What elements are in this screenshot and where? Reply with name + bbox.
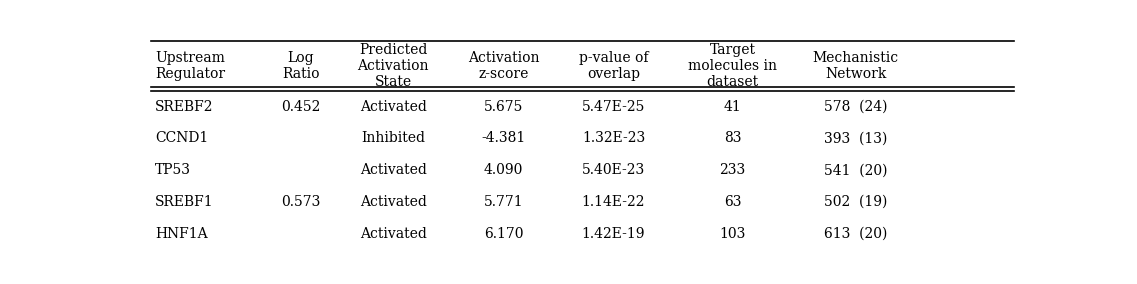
Text: 5.40E-23: 5.40E-23 [582, 163, 645, 177]
Text: 502  (19): 502 (19) [824, 195, 888, 209]
Text: Log
Ratio: Log Ratio [282, 51, 319, 81]
Text: TP53: TP53 [156, 163, 191, 177]
Text: Predicted
Activation
State: Predicted Activation State [357, 43, 429, 89]
Text: 578  (24): 578 (24) [824, 100, 888, 114]
Text: CCND1: CCND1 [156, 131, 208, 145]
Text: p-value of
overlap: p-value of overlap [579, 51, 648, 81]
Text: Activated: Activated [359, 227, 426, 241]
Text: 1.14E-22: 1.14E-22 [582, 195, 646, 209]
Text: Target
molecules in
dataset: Target molecules in dataset [688, 43, 777, 89]
Text: Upstream
Regulator: Upstream Regulator [156, 51, 225, 81]
Text: 1.42E-19: 1.42E-19 [582, 227, 646, 241]
Text: Activated: Activated [359, 163, 426, 177]
Text: SREBF1: SREBF1 [156, 195, 214, 209]
Text: SREBF2: SREBF2 [156, 100, 214, 114]
Text: 541  (20): 541 (20) [824, 163, 888, 177]
Text: Inhibited: Inhibited [362, 131, 425, 145]
Text: 0.452: 0.452 [281, 100, 321, 114]
Text: 613  (20): 613 (20) [824, 227, 888, 241]
Text: Mechanistic
Network: Mechanistic Network [813, 51, 899, 81]
Text: 63: 63 [724, 195, 741, 209]
Text: Activation
z-score: Activation z-score [467, 51, 539, 81]
Text: 5.675: 5.675 [483, 100, 523, 114]
Text: 0.573: 0.573 [281, 195, 321, 209]
Text: Activated: Activated [359, 195, 426, 209]
Text: Activated: Activated [359, 100, 426, 114]
Text: 1.32E-23: 1.32E-23 [582, 131, 645, 145]
Text: 5.771: 5.771 [483, 195, 523, 209]
Text: 5.47E-25: 5.47E-25 [582, 100, 645, 114]
Text: 4.090: 4.090 [483, 163, 523, 177]
Text: HNF1A: HNF1A [156, 227, 208, 241]
Text: 83: 83 [724, 131, 741, 145]
Text: 103: 103 [720, 227, 746, 241]
Text: 41: 41 [723, 100, 741, 114]
Text: -4.381: -4.381 [481, 131, 525, 145]
Text: 393  (13): 393 (13) [824, 131, 888, 145]
Text: 6.170: 6.170 [483, 227, 523, 241]
Text: 233: 233 [720, 163, 746, 177]
